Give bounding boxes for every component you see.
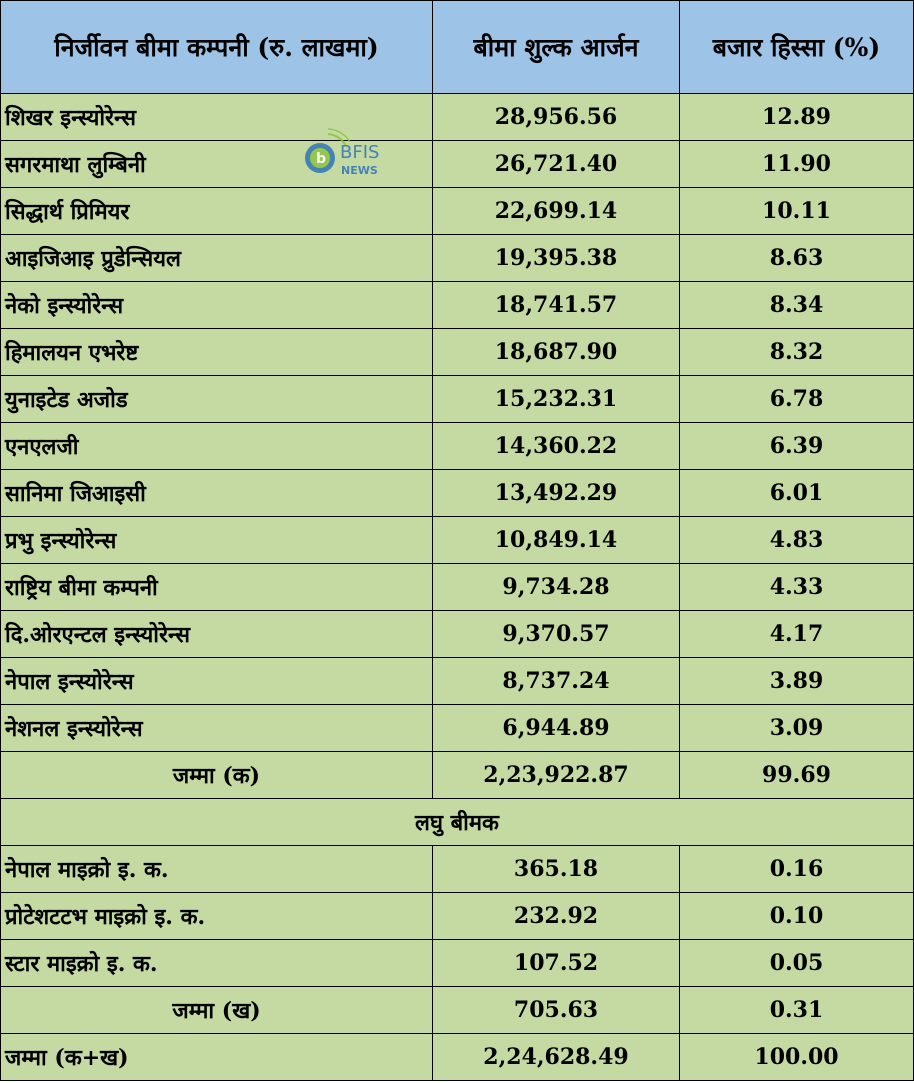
company-name-cell: प्रभु इन्स्योरेन्स <box>0 516 433 564</box>
market-share-cell: 4.17 <box>679 610 914 658</box>
table-row: शिखर इन्स्योरेन्स 28,956.56 12.89 <box>0 93 914 141</box>
company-name-cell: सिद्धार्थ प्रिमियर <box>0 187 433 235</box>
table-row: सिद्धार्थ प्रिमियर 22,699.14 10.11 <box>0 187 914 235</box>
table-row: प्रभु इन्स्योरेन्स 10,849.14 4.83 <box>0 516 914 564</box>
table-row: युनाइटेड अजोड 15,232.31 6.78 <box>0 375 914 423</box>
company-name-cell: जम्मा (ख) <box>0 986 433 1034</box>
market-share-cell: 4.33 <box>679 563 914 611</box>
premium-cell: 28,956.56 <box>432 93 680 141</box>
table-row: स्टार माइक्रो इ. क. 107.52 0.05 <box>0 939 914 987</box>
premium-cell: 18,687.90 <box>432 328 680 376</box>
table-row: एनएलजी 14,360.22 6.39 <box>0 422 914 470</box>
table-row: नेको इन्स्योरेन्स 18,741.57 8.34 <box>0 281 914 329</box>
company-name-cell: जम्मा (क) <box>0 751 433 799</box>
table-row: राष्ट्रिय बीमा कम्पनी 9,734.28 4.33 <box>0 563 914 611</box>
premium-cell: 9,370.57 <box>432 610 680 658</box>
market-share-cell: 0.31 <box>679 986 914 1034</box>
column-header-premium: बीमा शुल्क आर्जन <box>432 0 680 94</box>
column-header-company: निर्जीवन बीमा कम्पनी (रु. लाखमा) <box>0 0 433 94</box>
company-name-cell: नेशनल इन्स्योरेन्स <box>0 704 433 752</box>
section-row-micro: लघु बीमक <box>0 798 914 846</box>
table-header-row: निर्जीवन बीमा कम्पनी (रु. लाखमा) बीमा शु… <box>0 0 914 94</box>
market-share-cell: 6.39 <box>679 422 914 470</box>
premium-cell: 2,23,922.87 <box>432 751 680 799</box>
company-name-cell: सगरमाथा लुम्बिनी <box>0 140 433 188</box>
column-header-share: बजार हिस्सा (%) <box>679 0 914 94</box>
market-share-cell: 6.78 <box>679 375 914 423</box>
company-name-cell: प्रोटेशटटभ माइक्रो इ. क. <box>0 892 433 940</box>
company-name-cell: सानिमा जिआइसी <box>0 469 433 517</box>
market-share-cell: 100.00 <box>679 1033 914 1081</box>
market-share-cell: 99.69 <box>679 751 914 799</box>
market-share-cell: 0.16 <box>679 845 914 893</box>
company-name-cell: हिमालयन एभरेष्ट <box>0 328 433 376</box>
premium-cell: 18,741.57 <box>432 281 680 329</box>
market-share-cell: 6.01 <box>679 469 914 517</box>
company-name-cell: नेको इन्स्योरेन्स <box>0 281 433 329</box>
market-share-cell: 10.11 <box>679 187 914 235</box>
premium-cell: 705.63 <box>432 986 680 1034</box>
company-name-cell: नेपाल माइक्रो इ. क. <box>0 845 433 893</box>
company-name-cell: दि.ओरएन्टल इन्स्योरेन्स <box>0 610 433 658</box>
table-row: नेशनल इन्स्योरेन्स 6,944.89 3.09 <box>0 704 914 752</box>
premium-cell: 10,849.14 <box>432 516 680 564</box>
table-body: शिखर इन्स्योरेन्स 28,956.56 12.89 सगरमाथा ल… <box>0 93 914 1081</box>
premium-cell: 15,232.31 <box>432 375 680 423</box>
market-share-cell: 0.05 <box>679 939 914 987</box>
table-row: नेपाल माइक्रो इ. क. 365.18 0.16 <box>0 845 914 893</box>
market-share-cell: 3.09 <box>679 704 914 752</box>
premium-cell: 8,737.24 <box>432 657 680 705</box>
company-name-cell: युनाइटेड अजोड <box>0 375 433 423</box>
market-share-cell: 11.90 <box>679 140 914 188</box>
premium-cell: 2,24,628.49 <box>432 1033 680 1081</box>
premium-cell: 26,721.40 <box>432 140 680 188</box>
market-share-cell: 0.10 <box>679 892 914 940</box>
company-name-cell: नेपाल इन्स्योरेन्स <box>0 657 433 705</box>
table-row: सगरमाथा लुम्बिनी 26,721.40 11.90 <box>0 140 914 188</box>
market-share-cell: 4.83 <box>679 516 914 564</box>
grand-total-row: जम्मा (क+ख) 2,24,628.49 100.00 <box>0 1033 914 1081</box>
premium-cell: 6,944.89 <box>432 704 680 752</box>
table-row: आइजिआइ प्रुडेन्सियल 19,395.38 8.63 <box>0 234 914 282</box>
premium-cell: 22,699.14 <box>432 187 680 235</box>
company-name-cell: आइजिआइ प्रुडेन्सियल <box>0 234 433 282</box>
table-row: प्रोटेशटटभ माइक्रो इ. क. 232.92 0.10 <box>0 892 914 940</box>
premium-cell: 9,734.28 <box>432 563 680 611</box>
subtotal-row-b: जम्मा (ख) 705.63 0.31 <box>0 986 914 1034</box>
section-title-micro: लघु बीमक <box>0 798 914 846</box>
company-name-cell: राष्ट्रिय बीमा कम्पनी <box>0 563 433 611</box>
premium-cell: 14,360.22 <box>432 422 680 470</box>
market-share-cell: 8.32 <box>679 328 914 376</box>
market-share-cell: 12.89 <box>679 93 914 141</box>
subtotal-row-a: जम्मा (क) 2,23,922.87 99.69 <box>0 751 914 799</box>
company-name-cell: जम्मा (क+ख) <box>0 1033 433 1081</box>
market-share-cell: 8.34 <box>679 281 914 329</box>
premium-cell: 107.52 <box>432 939 680 987</box>
table-row: दि.ओरएन्टल इन्स्योरेन्स 9,370.57 4.17 <box>0 610 914 658</box>
market-share-cell: 8.63 <box>679 234 914 282</box>
premium-cell: 19,395.38 <box>432 234 680 282</box>
table-row: नेपाल इन्स्योरेन्स 8,737.24 3.89 <box>0 657 914 705</box>
table-row: हिमालयन एभरेष्ट 18,687.90 8.32 <box>0 328 914 376</box>
premium-cell: 232.92 <box>432 892 680 940</box>
company-name-cell: शिखर इन्स्योरेन्स <box>0 93 433 141</box>
premium-cell: 13,492.29 <box>432 469 680 517</box>
company-name-cell: स्टार माइक्रो इ. क. <box>0 939 433 987</box>
table-row: सानिमा जिआइसी 13,492.29 6.01 <box>0 469 914 517</box>
premium-cell: 365.18 <box>432 845 680 893</box>
company-name-cell: एनएलजी <box>0 422 433 470</box>
market-share-cell: 3.89 <box>679 657 914 705</box>
